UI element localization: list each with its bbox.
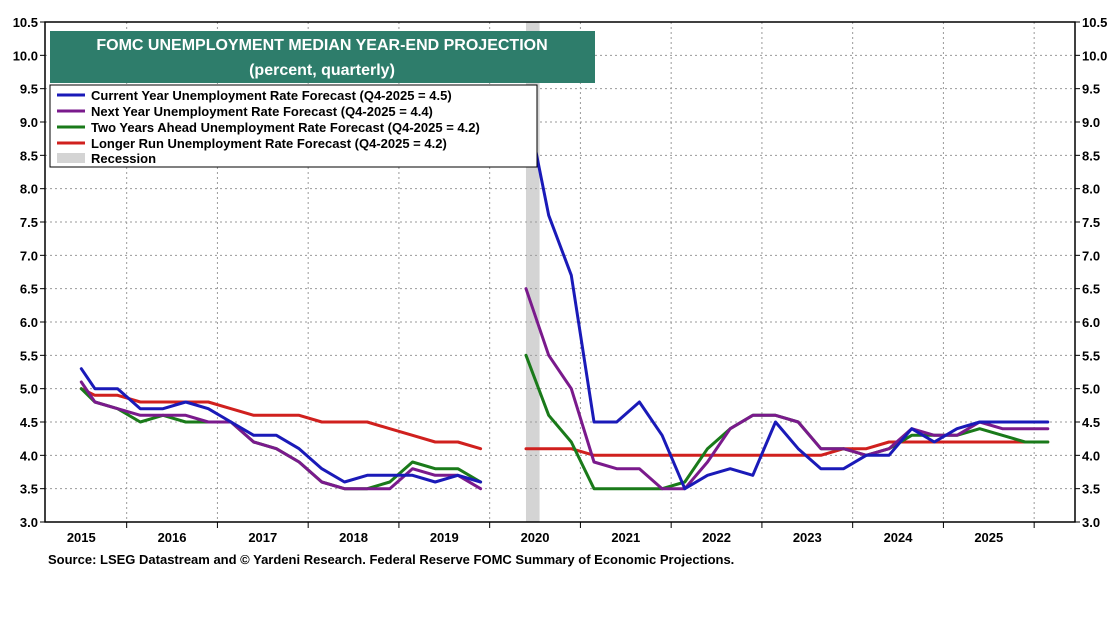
y-tick-label-right: 9.5 [1082,82,1100,97]
series-longer-run [524,440,1050,457]
x-tick-label: 2015 [67,530,96,545]
title-box: FOMC UNEMPLOYMENT MEDIAN YEAR-END PROJEC… [50,31,595,83]
chart-subtitle: (percent, quarterly) [249,62,395,79]
x-tick-label: 2024 [884,530,914,545]
x-tick-label: 2021 [611,530,640,545]
y-tick-label-left: 9.5 [20,82,38,97]
series-next-year [79,380,483,491]
series-current-year [524,100,1050,491]
y-tick-label-right: 10.0 [1082,48,1107,63]
y-tick-label-left: 7.0 [20,248,38,263]
y-tick-label-right: 7.5 [1082,215,1100,230]
y-tick-label-right: 3.0 [1082,515,1100,530]
series-longer-run [79,387,483,451]
legend-label-next-year: Next Year Unemployment Rate Forecast (Q4… [91,104,433,119]
y-tick-label-right: 3.5 [1082,482,1100,497]
y-tick-label-left: 3.0 [20,515,38,530]
y-tick-label-right: 10.5 [1082,15,1107,30]
y-tick-label-left: 5.0 [20,382,38,397]
y-tick-label-left: 5.5 [20,348,38,363]
legend-label-recession: Recession [91,151,156,166]
x-tick-label: 2018 [339,530,368,545]
legend: Current Year Unemployment Rate Forecast … [49,84,538,168]
legend-label-two-years-ahead: Two Years Ahead Unemployment Rate Foreca… [91,120,480,135]
y-tick-label-left: 6.0 [20,315,38,330]
series-current-year [79,367,483,484]
x-tick-label: 2016 [158,530,187,545]
chart-title: FOMC UNEMPLOYMENT MEDIAN YEAR-END PROJEC… [96,37,547,54]
plot-frame [44,21,1076,523]
x-tick-label: 2023 [793,530,822,545]
y-tick-label-right: 7.0 [1082,248,1100,263]
x-tick-label: 2020 [521,530,550,545]
y-tick-label-right: 4.5 [1082,415,1100,430]
y-tick-label-right: 5.5 [1082,348,1100,363]
series-next-year [524,287,1050,491]
y-tick-label-left: 3.5 [20,482,38,497]
y-tick-label-right: 8.0 [1082,182,1100,197]
legend-label-longer-run: Longer Run Unemployment Rate Forecast (Q… [91,136,447,151]
y-tick-label-right: 5.0 [1082,382,1100,397]
y-tick-label-left: 8.5 [20,148,38,163]
y-tick-label-right: 6.5 [1082,282,1100,297]
y-tick-label-left: 4.5 [20,415,38,430]
x-tick-label: 2017 [248,530,277,545]
y-tick-label-left: 6.5 [20,282,38,297]
y-tick-label-right: 9.0 [1082,115,1100,130]
y-tick-label-left: 10.5 [13,15,38,30]
x-tick-label: 2019 [430,530,459,545]
y-tick-label-right: 8.5 [1082,148,1100,163]
legend-swatch-recession [57,153,85,163]
source-note: Source: LSEG Datastream and © Yardeni Re… [48,552,735,567]
y-tick-label-left: 10.0 [13,48,38,63]
y-tick-label-left: 9.0 [20,115,38,130]
y-tick-label-left: 8.0 [20,182,38,197]
y-tick-label-right: 6.0 [1082,315,1100,330]
x-tick-label: 2025 [974,530,1003,545]
y-tick-label-left: 4.0 [20,448,38,463]
y-tick-label-left: 7.5 [20,215,38,230]
y-tick-label-right: 4.0 [1082,448,1100,463]
legend-label-current-year: Current Year Unemployment Rate Forecast … [91,88,452,103]
x-tick-label: 2022 [702,530,731,545]
